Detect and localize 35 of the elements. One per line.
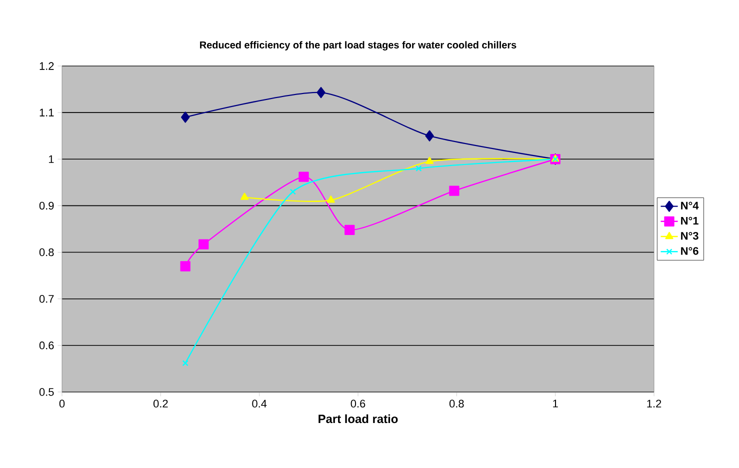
point <box>180 261 190 272</box>
point <box>326 196 335 203</box>
legend-label: N°3 <box>681 232 698 240</box>
y-tick-label: 0.5 <box>39 388 54 396</box>
point <box>182 360 188 366</box>
point <box>240 192 249 200</box>
point <box>425 156 434 164</box>
point <box>198 239 209 250</box>
x-tick-label: 1.2 <box>647 400 662 408</box>
x-axis-title: Part load ratio <box>318 414 398 424</box>
point <box>425 130 434 142</box>
point <box>298 172 309 182</box>
y-tick-label: 1.2 <box>40 62 54 70</box>
x-tick-label: 0.4 <box>252 400 267 408</box>
y-tick-label: 0.6 <box>39 342 54 350</box>
point <box>181 112 190 123</box>
point <box>449 186 460 196</box>
point <box>416 165 422 172</box>
y-tick-label: 0.7 <box>39 294 54 303</box>
point <box>344 224 355 235</box>
x-tick-label: 0.8 <box>449 400 464 408</box>
x-tick-label: 0 <box>59 400 65 408</box>
x-tick-label: 0.6 <box>350 400 366 408</box>
point <box>290 188 296 195</box>
y-tick-label: 1 <box>48 155 54 163</box>
legend-label: N°1 <box>681 216 698 224</box>
y-tick-label: 1.1 <box>40 108 54 116</box>
y-tick-label: 0.9 <box>39 202 54 210</box>
legend-label: N°6 <box>681 247 698 255</box>
x-tick-label: 0.2 <box>153 400 168 408</box>
y-tick-label: 0.8 <box>39 248 54 256</box>
legend-label: N°4 <box>681 202 699 210</box>
chart-title: Reduced efficiency of the part load stages for water cooled chillers <box>200 41 516 50</box>
x-tick-label: 1 <box>553 400 558 408</box>
point <box>316 86 326 98</box>
